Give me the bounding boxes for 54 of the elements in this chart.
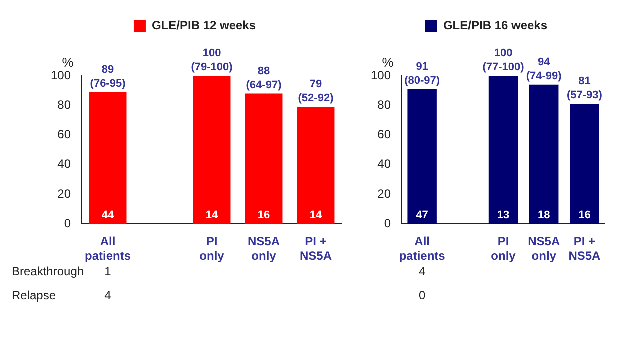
y-tick-label: 40	[378, 157, 392, 172]
data-label: 91 (80-97)	[404, 60, 440, 87]
text: 4	[418, 264, 426, 279]
data-label: 88 (64-97)	[246, 65, 282, 92]
y-tick-label: 20	[378, 186, 392, 201]
y-axis-title: %	[382, 55, 394, 70]
x-tick-label: PI only	[200, 234, 225, 264]
x-tick-label: NS5A only	[248, 234, 280, 264]
annotation: 13	[497, 210, 510, 222]
x-tick-label: NS5A only	[528, 234, 560, 264]
y-tick-label: 40	[58, 157, 72, 172]
bar	[89, 92, 127, 224]
data-label: 89 (76-95)	[90, 64, 126, 90]
data-label: 100 (77-100)	[482, 48, 525, 74]
y-tick-label: 100	[50, 68, 72, 82]
bar	[570, 104, 600, 224]
x-tick-label: PI + NS5A	[568, 234, 602, 264]
bar	[297, 107, 335, 224]
annotation: 14	[310, 210, 323, 222]
text: 1	[104, 264, 112, 279]
text: Relapse	[12, 288, 56, 303]
annotation: 16	[578, 210, 591, 222]
annotation: 44	[102, 210, 116, 222]
bar	[529, 84, 559, 224]
legend-label: GLE/PIB 12 weeks	[152, 18, 256, 32]
y-tick-label: 0	[384, 216, 392, 231]
y-tick-label: 100	[370, 68, 392, 82]
data-label: 100 (79-100)	[191, 48, 234, 74]
x-tick-label: PI only	[491, 234, 516, 264]
y-tick-label: 20	[58, 186, 72, 201]
bar	[408, 89, 437, 224]
data-label: 94 (74-99)	[526, 56, 562, 82]
annotation: 47	[416, 210, 428, 222]
bar	[245, 94, 283, 224]
y-tick-label: 0	[64, 216, 72, 231]
annotation: 16	[258, 210, 270, 222]
y-tick-label: 60	[378, 128, 392, 142]
y-tick-label: 80	[58, 98, 72, 112]
y-axis-title: %	[62, 55, 74, 70]
text: Breakthrough	[12, 264, 84, 279]
y-tick-label: 80	[378, 98, 392, 112]
x-tick-label: PI + NS5A	[300, 234, 332, 264]
bar	[488, 76, 518, 224]
y-tick-label: 60	[58, 128, 72, 142]
annotation: 14	[206, 210, 220, 222]
text: 4	[104, 288, 112, 303]
annotation: 18	[538, 210, 550, 222]
data-label: 81 (57-93)	[566, 76, 603, 102]
data-label: 79 (52-92)	[298, 78, 334, 105]
x-tick-label: All patients	[399, 234, 446, 264]
text: 0	[418, 288, 426, 303]
bar	[193, 76, 231, 224]
x-tick-label: All patients	[85, 234, 132, 264]
legend-label: GLE/PIB 16 weeks	[443, 18, 548, 32]
